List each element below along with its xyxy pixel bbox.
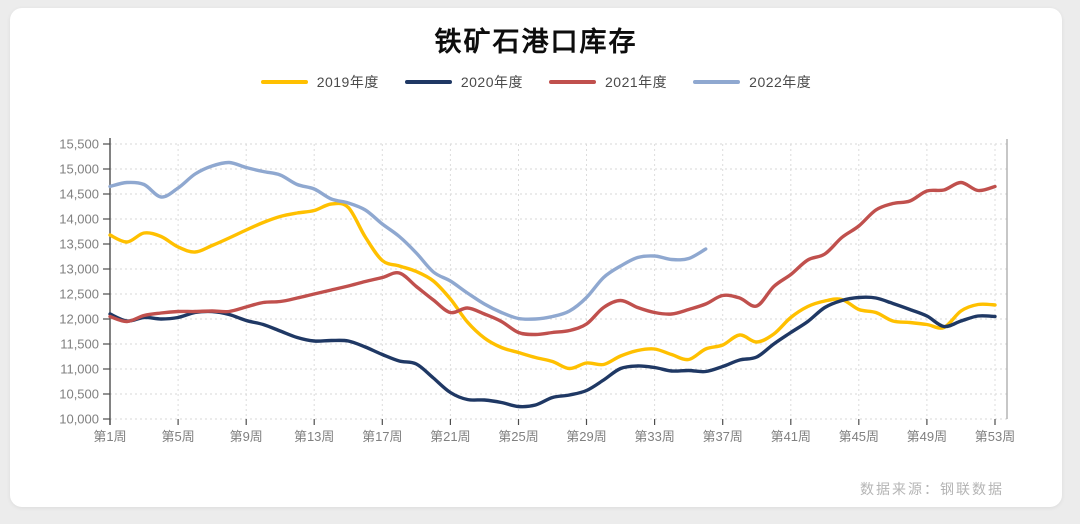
legend-label: 2020年度 [460, 74, 523, 90]
legend-item-2020: 2020年度 [404, 72, 523, 92]
x-axis-tick-label: 第21周 [430, 429, 470, 444]
y-axis-tick-label: 13,500 [59, 237, 99, 252]
chart-title: 铁矿石港口库存 [434, 27, 638, 57]
y-axis-tick-label: 10,500 [59, 387, 99, 402]
series-line-2020 [108, 295, 997, 409]
legend-label: 2019年度 [316, 74, 379, 90]
legend-swatch [404, 80, 452, 84]
legend-label: 2021年度 [605, 74, 668, 90]
y-axis-tick-label: 12,500 [59, 287, 99, 302]
x-axis-tick-label: 第25周 [498, 429, 538, 444]
data-source-note: 数据来源：钢联数据 [860, 481, 1004, 497]
x-axis-tick-label: 第33周 [634, 429, 674, 444]
y-axis-tick-label: 15,000 [59, 162, 99, 177]
x-axis-tick-label: 第17周 [362, 429, 402, 444]
series-line-2019 [108, 201, 997, 371]
x-axis-tick-label: 第45周 [839, 429, 879, 444]
legend-item-2019: 2019年度 [260, 72, 379, 92]
legend: 2019年度 2020年度 2021年度 2022年度 [10, 72, 1062, 92]
legend-item-2022: 2022年度 [693, 72, 811, 92]
x-axis-tick-label: 第41周 [771, 429, 811, 444]
x-axis-tick-label: 第37周 [702, 429, 742, 444]
x-axis-tick-label: 第5周 [161, 429, 194, 444]
y-axis-tick-label: 10,000 [59, 412, 99, 427]
legend-label: 2022年度 [749, 74, 812, 90]
x-axis-tick-label: 第49周 [907, 429, 947, 444]
y-axis-tick-label: 14,000 [59, 212, 99, 227]
x-axis-tick-label: 第9周 [230, 429, 263, 444]
y-axis-tick-label: 13,000 [59, 262, 99, 277]
x-axis-tick-label: 第53周 [975, 429, 1015, 444]
y-axis-tick-label: 11,500 [60, 337, 99, 352]
y-axis-tick-label: 11,000 [60, 362, 99, 377]
series-line-2022 [108, 160, 708, 321]
legend-swatch [260, 80, 308, 84]
legend-item-2021: 2021年度 [549, 72, 667, 92]
chart-card: 铁矿石港口库存 2019年度 2020年度 2021年度 2022年度 10,000 1… [10, 8, 1062, 507]
y-axis-tick-label: 14,500 [59, 187, 99, 202]
x-axis-tick-label: 第1周 [93, 429, 126, 444]
series-line-2021 [108, 180, 997, 337]
x-axis-tick-label: 第29周 [566, 429, 606, 444]
legend-swatch [549, 80, 596, 84]
y-axis-tick-label: 12,000 [59, 312, 99, 327]
legend-swatch [693, 80, 741, 84]
y-axis-tick-label: 15,500 [59, 137, 99, 152]
x-axis-tick-label: 第13周 [294, 429, 334, 444]
